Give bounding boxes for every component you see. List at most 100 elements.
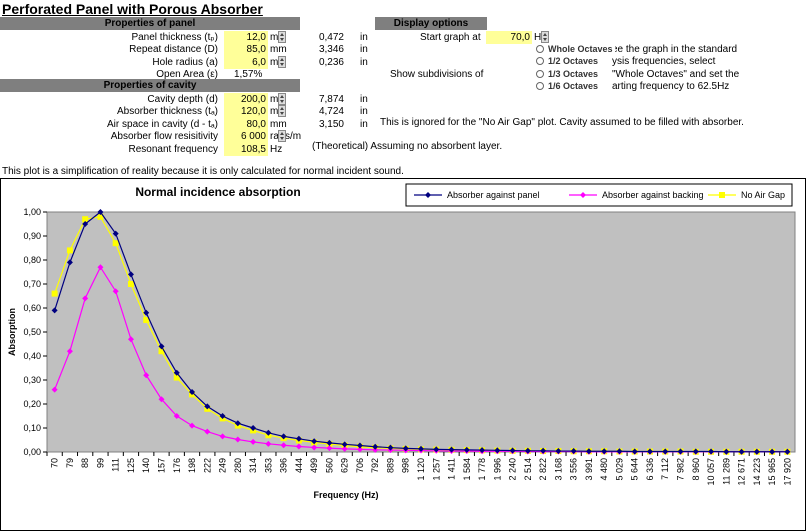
cavity-row-spinner[interactable] bbox=[278, 105, 286, 118]
cavity-row-input[interactable]: 108,5 bbox=[224, 142, 268, 156]
cavity-row-label: Absorber flow resisitivity bbox=[110, 131, 218, 143]
data-point bbox=[677, 448, 684, 455]
panel-row-unit: mm bbox=[270, 44, 287, 56]
cavity-row-input[interactable]: 6 000 bbox=[224, 130, 268, 144]
data-point bbox=[127, 271, 134, 278]
data-point bbox=[158, 343, 165, 350]
panel-row-converted: 0,472 bbox=[318, 32, 344, 43]
cavity-properties-header: Properties of cavity bbox=[0, 79, 300, 92]
data-point bbox=[356, 442, 363, 449]
x-tick-label: 4 480 bbox=[599, 458, 609, 481]
cavity-row-label: Cavity depth (d) bbox=[147, 94, 218, 105]
data-point bbox=[158, 348, 165, 355]
series-0 bbox=[51, 209, 791, 455]
x-tick-label: 8 960 bbox=[691, 458, 701, 481]
legend: Absorber against panel Absorber against b… bbox=[405, 183, 793, 207]
x-tick-label: 222 bbox=[202, 458, 212, 473]
x-tick-label: 353 bbox=[263, 458, 273, 473]
panel-row-converted-unit: in bbox=[360, 56, 368, 68]
data-point bbox=[66, 259, 73, 266]
subdivision-radio[interactable] bbox=[536, 57, 544, 66]
data-point bbox=[112, 230, 119, 237]
cavity-row-converted-unit: in bbox=[360, 106, 368, 118]
subdivision-option-label: 1/6 Octaves bbox=[546, 81, 601, 92]
x-tick-label: 125 bbox=[126, 458, 136, 473]
data-point bbox=[265, 429, 272, 436]
x-tick-label: 140 bbox=[141, 458, 151, 473]
data-point bbox=[51, 307, 58, 314]
x-tick-label: 7 112 bbox=[660, 458, 670, 480]
y-tick-label: 0,90 bbox=[23, 231, 41, 241]
subdivision-radio[interactable] bbox=[536, 82, 544, 91]
panel-row-spinner[interactable] bbox=[278, 31, 286, 43]
data-point bbox=[173, 369, 180, 376]
start-graph-input[interactable]: 70,0 bbox=[486, 31, 532, 44]
subdivision-radio[interactable] bbox=[536, 45, 544, 53]
y-tick-label: 0,40 bbox=[23, 351, 41, 361]
data-point bbox=[234, 420, 241, 427]
cavity-row-spinner[interactable] bbox=[278, 93, 286, 105]
cavity-row-input[interactable]: 200,0 bbox=[224, 93, 268, 106]
display-options-header: Display options bbox=[375, 17, 487, 30]
data-point bbox=[66, 348, 73, 355]
panel-row-converted-unit: in bbox=[360, 44, 368, 56]
x-tick-label: 157 bbox=[156, 458, 166, 473]
x-tick-label: 88 bbox=[80, 458, 90, 468]
data-point bbox=[219, 413, 226, 419]
cavity-row-converted: 4,724 bbox=[318, 106, 344, 118]
x-tick-label: 249 bbox=[218, 458, 228, 473]
data-point bbox=[158, 396, 165, 403]
panel-row-input[interactable]: 12,0 bbox=[224, 31, 268, 44]
data-point bbox=[204, 403, 211, 410]
data-point bbox=[341, 445, 348, 452]
panel-row-label: Hole radius (a) bbox=[152, 56, 218, 68]
panel-row-label: Panel thickness (tₚ) bbox=[131, 32, 218, 43]
data-point bbox=[433, 446, 440, 453]
cavity-row-unit: m bbox=[270, 106, 279, 118]
panel-row-input[interactable]: 85,0 bbox=[224, 43, 268, 57]
x-tick-label: 10 057 bbox=[706, 458, 716, 486]
data-point bbox=[708, 448, 715, 455]
x-tick-label: 1 996 bbox=[492, 458, 502, 481]
cavity-row-spinner[interactable] bbox=[278, 130, 286, 143]
data-point bbox=[311, 444, 318, 451]
data-point bbox=[97, 209, 104, 215]
x-tick-label: 998 bbox=[401, 458, 411, 473]
data-point bbox=[463, 446, 470, 453]
simplification-note: This plot is a simplification of reality… bbox=[2, 166, 404, 177]
panel-row-spinner[interactable] bbox=[278, 55, 286, 68]
legend-label: Absorber against panel bbox=[447, 190, 540, 200]
start-graph-spinner[interactable] bbox=[541, 31, 549, 43]
subdivision-option-label: 1/3 Octaves bbox=[546, 68, 601, 79]
cavity-row-label: Absorber thickness (tₐ) bbox=[117, 106, 218, 118]
subdivision-radio[interactable] bbox=[536, 69, 544, 78]
cavity-row-input[interactable]: 80,0 bbox=[224, 117, 268, 131]
cavity-row-input[interactable]: 120,0 bbox=[224, 105, 268, 119]
data-point bbox=[51, 386, 58, 393]
x-tick-label: 12 671 bbox=[737, 458, 747, 486]
panel-properties-header: Properties of panel bbox=[0, 17, 300, 30]
y-tick-label: 0,00 bbox=[23, 447, 41, 457]
x-tick-label: 6 336 bbox=[645, 458, 655, 481]
panel-row-input[interactable]: 6,0 bbox=[224, 55, 268, 69]
panel-row-converted: 3,346 bbox=[318, 44, 344, 56]
data-point bbox=[356, 446, 363, 453]
data-point bbox=[540, 447, 547, 454]
cavity-row-unit: mm bbox=[270, 118, 287, 130]
x-tick-label: 706 bbox=[355, 458, 365, 473]
x-tick-label: 176 bbox=[172, 458, 182, 473]
data-point bbox=[143, 309, 150, 316]
data-point bbox=[631, 448, 638, 455]
x-tick-label: 280 bbox=[233, 458, 243, 473]
data-point bbox=[326, 439, 333, 446]
data-point bbox=[723, 448, 730, 455]
cavity-row-converted-unit: in bbox=[360, 118, 368, 130]
cavity-row-converted-unit: in bbox=[360, 94, 368, 105]
data-point bbox=[372, 446, 379, 453]
x-tick-label: 79 bbox=[65, 458, 75, 468]
cavity-row-label: Resonant frequency bbox=[128, 143, 218, 155]
x-tick-label: 198 bbox=[187, 458, 197, 473]
data-point bbox=[753, 448, 760, 455]
x-tick-label: 111 bbox=[111, 458, 121, 472]
cavity-row-unit: ra bbox=[270, 131, 279, 143]
